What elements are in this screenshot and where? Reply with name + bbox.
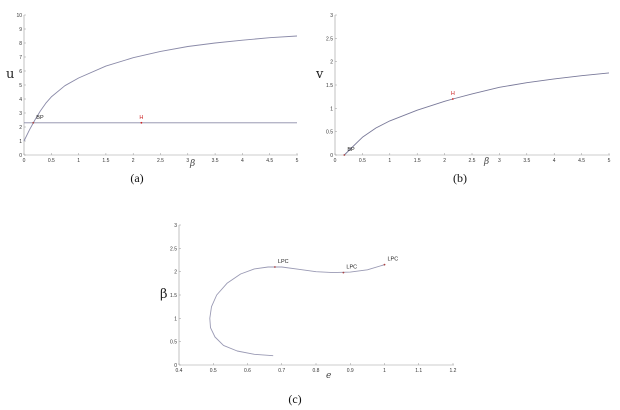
caption: (a) [130, 171, 143, 185]
x-tick-label: 4 [553, 158, 556, 164]
x-tick-label: 2.5 [469, 158, 476, 164]
y-tick-label: 4 [19, 97, 22, 103]
point-marker-bp [32, 121, 35, 124]
annotation-lpc: LPC [388, 257, 399, 263]
y-tick-label: 2.5 [326, 36, 333, 42]
annotation-lpc: LPC [346, 265, 357, 271]
y-tick-label: 1 [174, 316, 177, 322]
y-tick-label: 1.5 [326, 83, 333, 89]
x-tick-label: 0.5 [210, 368, 217, 374]
x-tick-label: 1 [77, 158, 80, 164]
chart-b: 0 0.5 1 1.5 2 2.5 3 3.5 4 4.5 5 0 0.5 1 1.5 2 2.5 3 BP Hv β (… [315, 13, 611, 185]
x-tick-label: 2 [443, 158, 446, 164]
x-tick-label: 1 [388, 158, 391, 164]
y-tick-label: 2.5 [170, 246, 177, 252]
y-tick-label: 3 [19, 111, 22, 117]
x-tick-label: 4.5 [266, 158, 273, 164]
y-tick-label: 0.5 [170, 340, 177, 346]
x-tick-label: 0.5 [48, 158, 55, 164]
caption: (b) [453, 171, 467, 185]
x-axis-label: β [189, 159, 195, 169]
point-marker-bp [343, 154, 346, 156]
point-marker-lpc [383, 263, 386, 266]
y-tick-label: 9 [19, 27, 22, 33]
y-axis-label: β [160, 287, 168, 302]
x-tick-label: 3.5 [212, 158, 219, 164]
y-tick-label: 0 [174, 363, 177, 369]
y-tick-label: 7 [19, 55, 22, 61]
chart-a: 0 0.5 1 1.5 2 2.5 3 3.5 4 4.5 5 0 1 2 3 4 5 6 7 8 9 10 BP Hu β (a… [6, 13, 299, 185]
y-tick-label: 3 [174, 223, 177, 229]
point-marker-lpc [342, 271, 345, 274]
x-tick-label: 1.1 [415, 368, 422, 374]
y-tick-label: 6 [19, 69, 22, 75]
x-tick-label: 3 [186, 158, 189, 164]
x-tick-label: 0.5 [359, 158, 366, 164]
x-tick-label: 1.2 [450, 368, 457, 374]
x-tick-label: 5 [296, 158, 299, 164]
x-tick-label: 0 [23, 158, 26, 164]
y-tick-label: 2 [330, 60, 333, 66]
y-tick-label: 3 [330, 13, 333, 19]
caption: (c) [288, 392, 301, 406]
x-tick-label: 0.8 [313, 368, 320, 374]
chart-c: 0.4 0.5 0.6 0.7 0.8 0.9 1 1.1 1.2 0 0.5 1 1.5 2 2.5 3 LP… [160, 223, 457, 406]
annotation-h: H [139, 115, 143, 121]
x-tick-label: 4 [241, 158, 244, 164]
x-axis-label: e [326, 371, 331, 381]
x-tick-label: 4.5 [578, 158, 585, 164]
y-tick-label: 0 [330, 153, 333, 159]
point-marker-h [451, 98, 454, 100]
x-tick-label: 1.5 [102, 158, 109, 164]
annotation-bp: BP [36, 115, 44, 121]
x-tick-label: 0.9 [347, 368, 354, 374]
annotation-lpc: LPC [278, 259, 289, 265]
x-tick-label: 5 [608, 158, 611, 164]
x-tick-label: 3.5 [523, 158, 530, 164]
point-marker-lpc [274, 266, 276, 268]
y-axis-label: v [315, 67, 324, 82]
x-axis-label: β [483, 157, 489, 167]
x-tick-label: 2 [132, 158, 135, 164]
x-tick-label: 0 [334, 158, 337, 164]
series-line [23, 35, 298, 142]
x-tick-label: 1.5 [414, 158, 421, 164]
y-tick-label: 5 [19, 83, 22, 89]
series-line [209, 264, 385, 357]
x-tick-label: 0.6 [244, 368, 251, 374]
x-tick-label: 0.7 [278, 368, 285, 374]
y-tick-label: 0 [19, 153, 22, 159]
y-tick-label: 8 [19, 41, 22, 47]
series-line [343, 72, 610, 156]
x-tick-label: 2.5 [157, 158, 164, 164]
y-tick-label: 10 [16, 13, 22, 19]
y-tick-label: 1.5 [170, 293, 177, 299]
y-tick-label: 1 [19, 139, 22, 145]
y-tick-label: 0.5 [326, 130, 333, 136]
point-marker-h [140, 121, 143, 124]
annotation-bp: BP [347, 147, 355, 153]
x-tick-label: 3 [498, 158, 501, 164]
y-tick-label: 2 [19, 125, 22, 131]
y-tick-label: 1 [330, 106, 333, 112]
x-tick-label: 1 [383, 368, 386, 374]
y-axis-label: u [6, 67, 14, 82]
annotation-h: H [451, 91, 455, 97]
x-tick-label: 0.4 [176, 368, 183, 374]
y-tick-label: 2 [174, 270, 177, 276]
